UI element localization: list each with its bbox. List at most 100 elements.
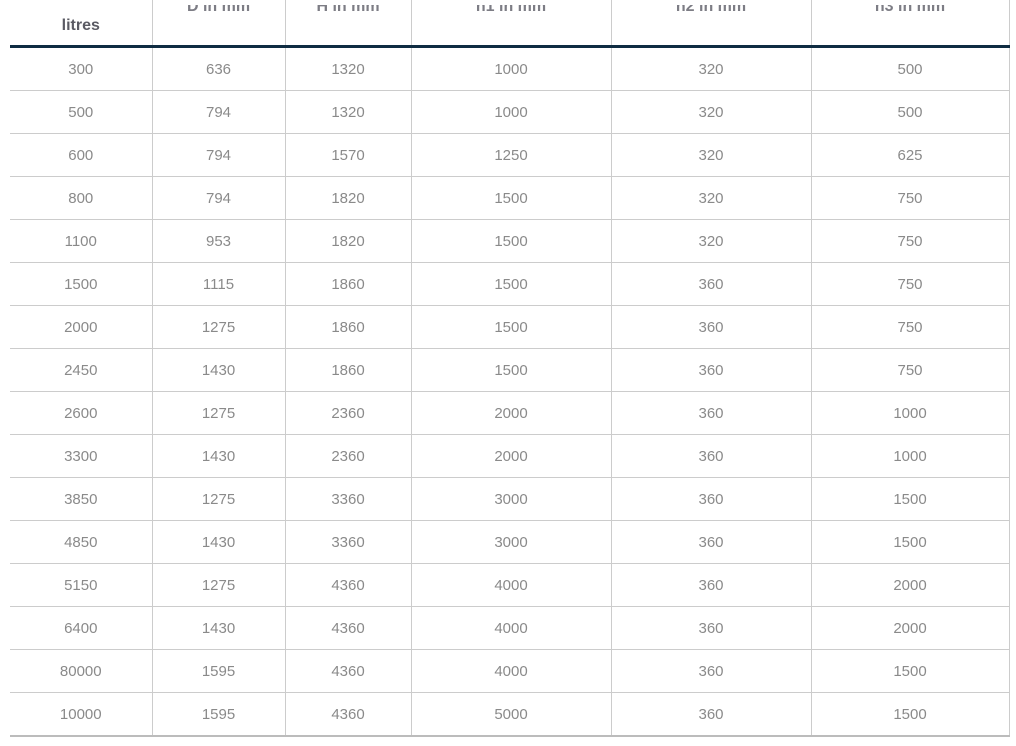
table-cell: 1275 xyxy=(151,477,285,521)
table-cell: 4360 xyxy=(284,563,411,607)
table-row: 3300 1430 2360 2000 360 1000 xyxy=(10,434,1010,478)
table-cell: 5000 xyxy=(410,692,611,737)
table-cell: 625 xyxy=(810,133,1010,177)
table-cell: 1100 xyxy=(10,219,152,263)
table-cell: 1820 xyxy=(284,219,411,263)
table-cell: 300 xyxy=(10,46,152,91)
table-cell: 2360 xyxy=(284,391,411,435)
table-cell: 794 xyxy=(151,133,285,177)
clipped-header-wrap: h3 in mm xyxy=(812,5,1009,19)
header-label-h: H in mm xyxy=(316,5,380,15)
table-header: litres D in mm H in mm h1 in mm xyxy=(10,0,1010,48)
table-cell: 636 xyxy=(151,46,285,91)
table-cell: 6400 xyxy=(10,606,152,650)
table-cell: 3300 xyxy=(10,434,152,478)
table-cell: 1000 xyxy=(410,46,611,91)
table-cell: 360 xyxy=(610,520,811,564)
table-row: 4850 1430 3360 3000 360 1500 xyxy=(10,520,1010,564)
header-cell-h: H in mm xyxy=(284,0,411,48)
table-cell: 500 xyxy=(810,46,1010,91)
tank-dimensions-table: litres D in mm H in mm h1 in mm xyxy=(10,0,1010,737)
table-row: 2450 1430 1860 1500 360 750 xyxy=(10,348,1010,392)
table-cell: 750 xyxy=(810,262,1010,306)
table-cell: 3850 xyxy=(10,477,152,521)
table-cell: 2000 xyxy=(10,305,152,349)
header-label-h2: h2 in mm xyxy=(675,5,747,15)
table-cell: 750 xyxy=(810,305,1010,349)
table-cell: 1500 xyxy=(410,262,611,306)
table-row: 80000 1595 4360 4000 360 1500 xyxy=(10,649,1010,693)
table-cell: 1430 xyxy=(151,434,285,478)
table-cell: 2450 xyxy=(10,348,152,392)
table-cell: 1500 xyxy=(410,219,611,263)
table-cell: 2000 xyxy=(410,434,611,478)
table-cell: 3000 xyxy=(410,520,611,564)
header-cell-litres: litres xyxy=(10,0,152,48)
table-row: 800 794 1820 1500 320 750 xyxy=(10,176,1010,220)
header-cell-h1: h1 in mm xyxy=(410,0,611,48)
table-cell: 1275 xyxy=(151,563,285,607)
table-cell: 1320 xyxy=(284,90,411,134)
clipped-header-wrap: h2 in mm xyxy=(612,5,811,19)
table-cell: 600 xyxy=(10,133,152,177)
table-cell: 1500 xyxy=(410,348,611,392)
table-row: 1100 953 1820 1500 320 750 xyxy=(10,219,1010,263)
table-cell: 2000 xyxy=(810,563,1010,607)
table-cell: 4000 xyxy=(410,606,611,650)
table-cell: 1430 xyxy=(151,520,285,564)
table-cell: 360 xyxy=(610,262,811,306)
clipped-header-wrap: D in mm xyxy=(153,5,285,19)
table-row: 10000 1595 4360 5000 360 1500 xyxy=(10,692,1010,737)
table-cell: 1430 xyxy=(151,606,285,650)
table-cell: 360 xyxy=(610,391,811,435)
table-cell: 1860 xyxy=(284,305,411,349)
table-row: 300 636 1320 1000 320 500 xyxy=(10,46,1010,91)
table-cell: 2000 xyxy=(410,391,611,435)
header-label-d: D in mm xyxy=(186,5,251,15)
table-cell: 750 xyxy=(810,348,1010,392)
table-cell: 4850 xyxy=(10,520,152,564)
table-cell: 80000 xyxy=(10,649,152,693)
table-cell: 750 xyxy=(810,219,1010,263)
table-cell: 1500 xyxy=(10,262,152,306)
table-cell: 4360 xyxy=(284,649,411,693)
header-label-litres: litres xyxy=(61,17,100,34)
table-row: 2600 1275 2360 2000 360 1000 xyxy=(10,391,1010,435)
table-cell: 360 xyxy=(610,563,811,607)
clipped-header-wrap: H in mm xyxy=(286,5,411,19)
table-cell: 3360 xyxy=(284,477,411,521)
table-cell: 2600 xyxy=(10,391,152,435)
header-label-h3: h3 in mm xyxy=(874,5,946,15)
table-cell: 360 xyxy=(610,606,811,650)
header-cell-d: D in mm xyxy=(151,0,285,48)
table-row: 2000 1275 1860 1500 360 750 xyxy=(10,305,1010,349)
table-cell: 360 xyxy=(610,692,811,737)
table-cell: 794 xyxy=(151,176,285,220)
table-cell: 1275 xyxy=(151,305,285,349)
table-cell: 4000 xyxy=(410,649,611,693)
table-cell: 1500 xyxy=(810,649,1010,693)
table-cell: 1500 xyxy=(810,520,1010,564)
table-cell: 1000 xyxy=(810,391,1010,435)
table-cell: 1500 xyxy=(810,692,1010,737)
table-cell: 1860 xyxy=(284,348,411,392)
table-cell: 320 xyxy=(610,133,811,177)
table-cell: 2000 xyxy=(810,606,1010,650)
table-cell: 750 xyxy=(810,176,1010,220)
header-cell-h2: h2 in mm xyxy=(610,0,811,48)
table-cell: 2360 xyxy=(284,434,411,478)
header-row: litres D in mm H in mm h1 in mm xyxy=(10,0,1010,48)
table-cell: 1000 xyxy=(410,90,611,134)
table-row: 1500 1115 1860 1500 360 750 xyxy=(10,262,1010,306)
table-cell: 4000 xyxy=(410,563,611,607)
table-cell: 320 xyxy=(610,46,811,91)
table-cell: 360 xyxy=(610,305,811,349)
table-cell: 500 xyxy=(810,90,1010,134)
table-cell: 1860 xyxy=(284,262,411,306)
table-cell: 1595 xyxy=(151,692,285,737)
table-cell: 1500 xyxy=(410,176,611,220)
table-cell: 5150 xyxy=(10,563,152,607)
table-cell: 4360 xyxy=(284,692,411,737)
table-cell: 1570 xyxy=(284,133,411,177)
